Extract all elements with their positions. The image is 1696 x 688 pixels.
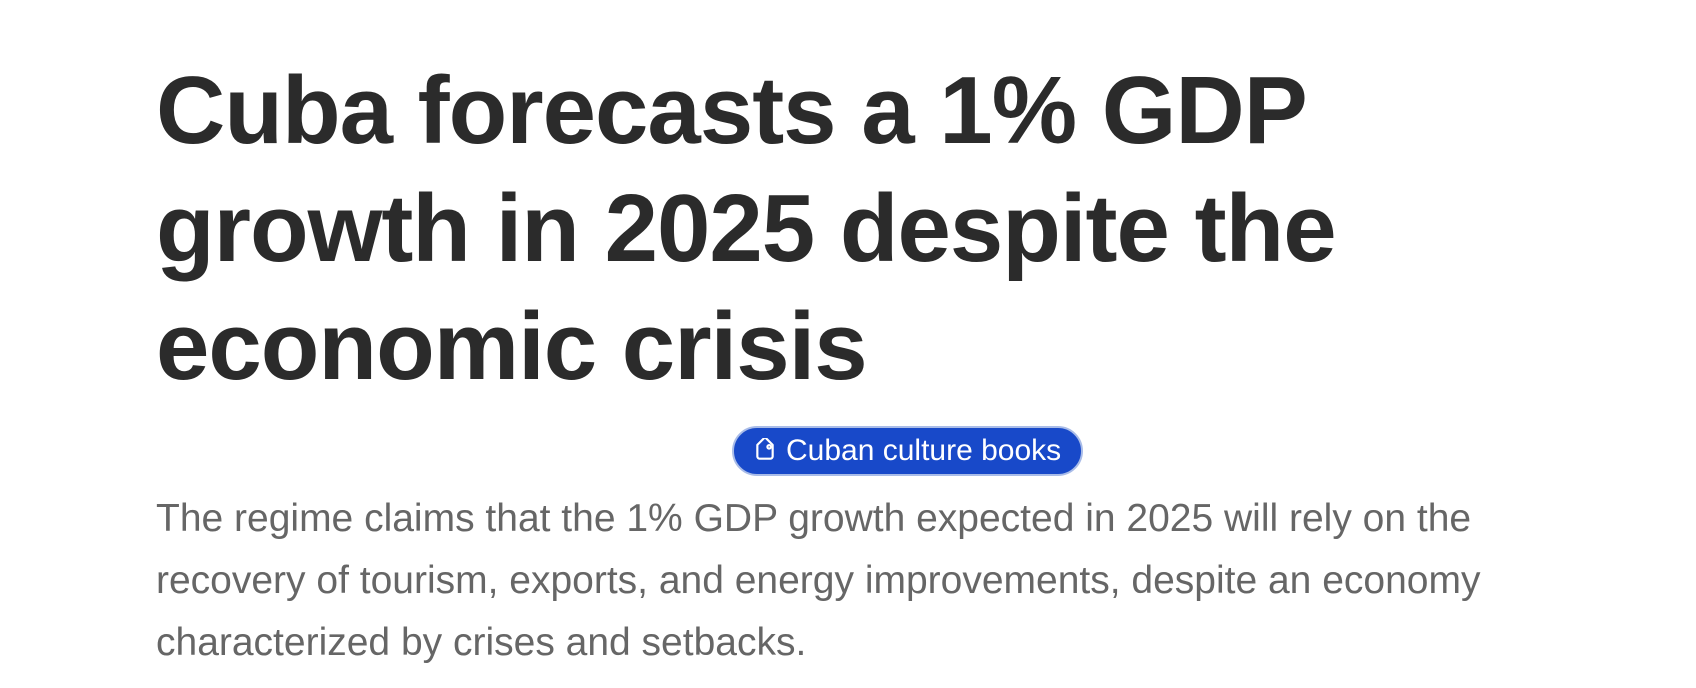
tag-icon xyxy=(752,438,778,464)
article: Cuba forecasts a 1% GDP growth in 2025 d… xyxy=(156,52,1556,674)
category-tag-link[interactable]: Cuban culture books xyxy=(732,426,1084,476)
tag-row: Cuban culture books xyxy=(156,426,1556,480)
article-headline: Cuba forecasts a 1% GDP growth in 2025 d… xyxy=(156,57,1337,400)
article-summary: The regime claims that the 1% GDP growth… xyxy=(156,497,1481,664)
category-tag-label: Cuban culture books xyxy=(786,434,1062,467)
